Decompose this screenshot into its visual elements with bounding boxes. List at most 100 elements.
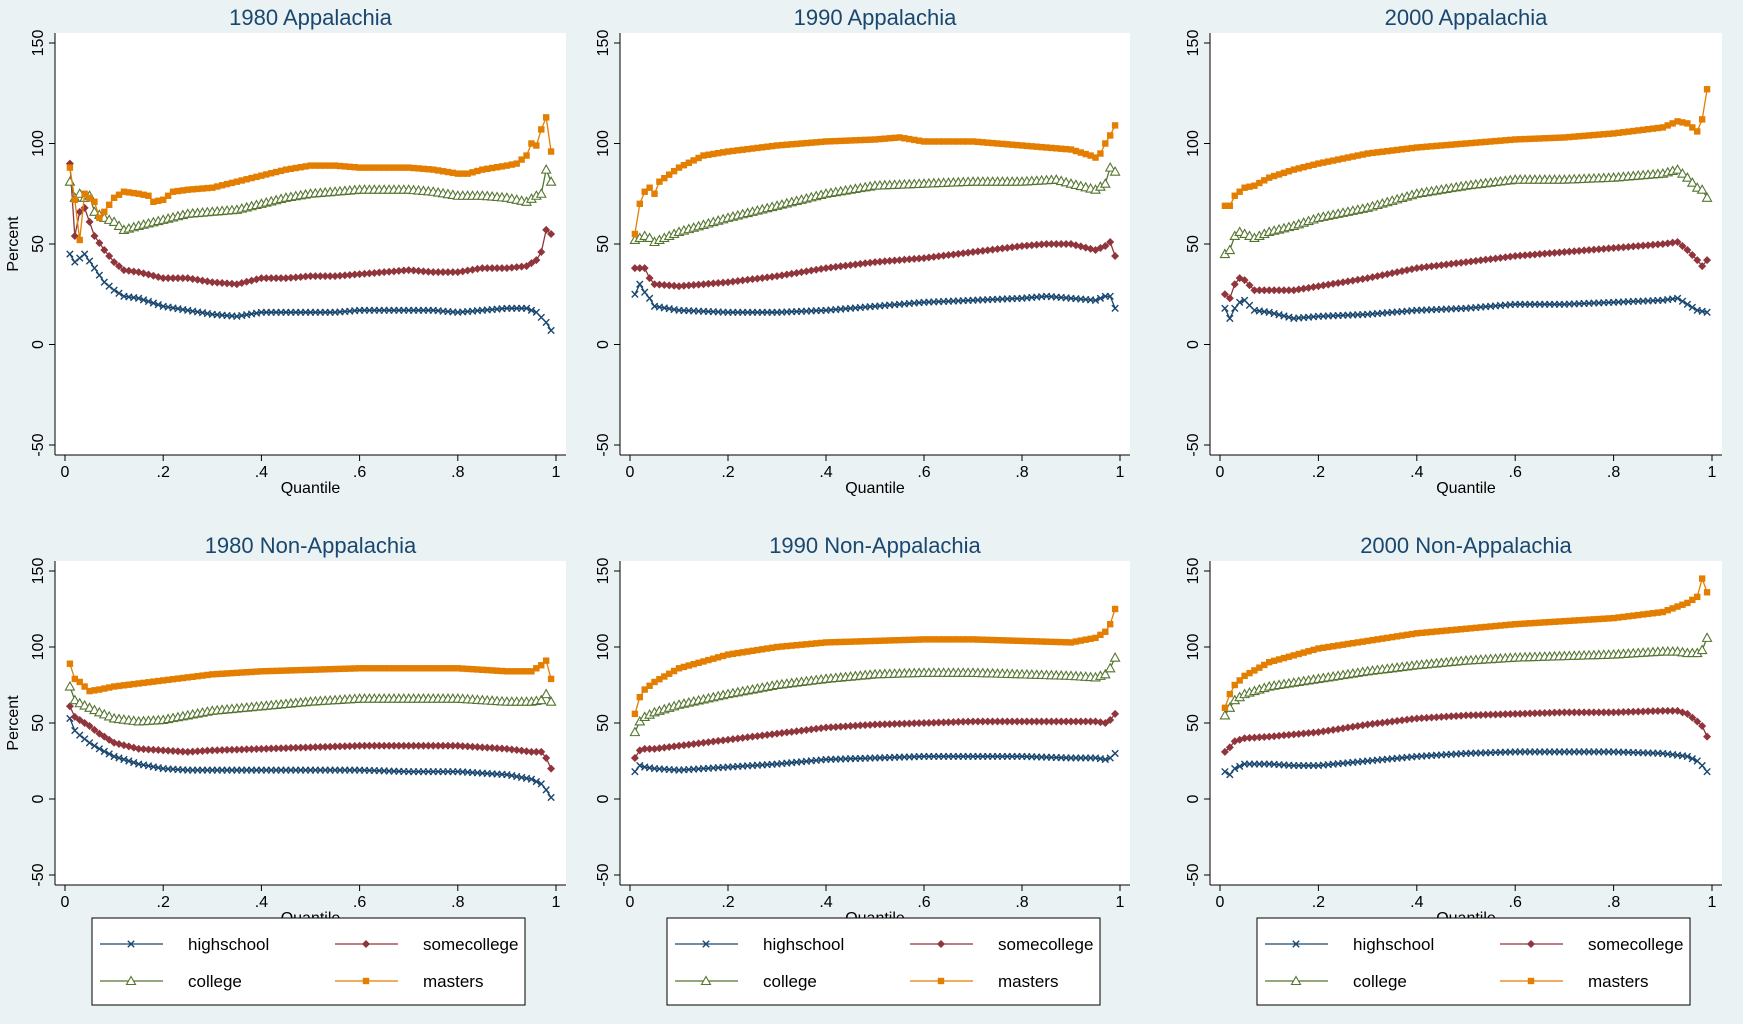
data-point-masters <box>336 665 344 673</box>
data-point-masters <box>754 646 761 654</box>
data-point-somecollege <box>497 744 506 753</box>
data-point-somecollege <box>208 278 217 287</box>
data-point-masters <box>734 147 741 154</box>
legend-label-somecollege: somecollege <box>1588 935 1683 954</box>
data-point-somecollege <box>1348 276 1357 285</box>
data-point-somecollege <box>670 742 679 751</box>
data-point-masters <box>1492 137 1499 145</box>
data-point-masters <box>1329 643 1337 650</box>
data-point-somecollege <box>1358 274 1367 283</box>
data-point-masters <box>1541 619 1548 626</box>
data-point-masters <box>778 643 786 650</box>
data-point-somecollege <box>198 746 207 755</box>
data-point-somecollege <box>939 718 948 727</box>
data-point-highschool <box>105 750 113 758</box>
data-point-masters <box>150 678 157 685</box>
data-point-somecollege <box>1550 248 1559 257</box>
data-point-somecollege <box>895 256 904 265</box>
data-point-somecollege <box>291 273 300 282</box>
data-point-masters <box>233 178 241 185</box>
data-point-somecollege <box>846 722 855 731</box>
data-point-somecollege <box>1427 713 1436 722</box>
data-point-somecollege <box>502 744 511 753</box>
data-point-somecollege <box>1644 707 1653 716</box>
data-point-masters <box>862 638 869 645</box>
data-point-highschool <box>154 301 162 309</box>
data-point-masters <box>822 639 830 646</box>
data-point-somecollege <box>1535 250 1544 259</box>
data-point-somecollege <box>817 724 826 733</box>
data-point-masters <box>346 665 353 672</box>
data-point-college <box>1701 632 1713 642</box>
data-point-masters <box>979 636 986 643</box>
x-tick-label: 0 <box>1216 464 1225 481</box>
data-point-masters <box>1521 135 1529 143</box>
data-point-somecollege <box>110 258 119 267</box>
data-point-highschool <box>1106 292 1114 300</box>
data-point-masters <box>729 650 737 658</box>
data-point-somecollege <box>473 743 482 752</box>
data-point-somecollege <box>434 268 443 277</box>
data-point-somecollege <box>1506 710 1515 719</box>
data-point-somecollege <box>836 262 845 271</box>
data-point-masters <box>1482 138 1489 146</box>
data-point-masters <box>1379 148 1386 155</box>
data-point-masters <box>666 670 673 677</box>
data-point-masters <box>86 194 93 201</box>
data-point-masters <box>636 693 643 701</box>
data-point-somecollege <box>944 251 953 260</box>
data-point-somecollege <box>822 264 830 273</box>
data-point-masters <box>282 667 290 674</box>
data-point-masters <box>749 647 756 654</box>
data-point-somecollege <box>841 722 850 731</box>
data-point-masters <box>1443 141 1450 149</box>
data-point-masters <box>1028 143 1035 150</box>
data-point-somecollege <box>699 738 708 747</box>
data-point-somecollege <box>1052 240 1061 248</box>
data-point-masters <box>1659 608 1666 616</box>
data-point-somecollege <box>90 231 99 240</box>
data-point-somecollege <box>149 745 158 754</box>
data-point-somecollege <box>370 741 379 750</box>
data-point-somecollege <box>1225 743 1234 752</box>
data-point-masters <box>1310 646 1317 654</box>
data-point-somecollege <box>1309 728 1318 737</box>
data-point-masters <box>1703 589 1711 596</box>
data-point-somecollege <box>768 730 777 739</box>
data-point-somecollege <box>321 272 330 281</box>
data-point-masters <box>341 163 349 170</box>
data-point-highschool <box>144 297 153 306</box>
data-point-somecollege <box>1294 285 1303 294</box>
data-point-somecollege <box>277 744 286 753</box>
data-point-somecollege <box>689 281 698 290</box>
data-point-masters <box>1226 690 1234 698</box>
data-point-somecollege <box>1057 240 1066 248</box>
data-point-masters <box>1561 134 1568 141</box>
series-somecollege <box>65 702 556 773</box>
data-point-somecollege <box>1481 710 1490 719</box>
data-point-somecollege <box>1275 731 1284 740</box>
data-point-masters <box>204 184 211 192</box>
data-point-masters <box>1315 645 1322 652</box>
data-point-masters <box>71 196 79 203</box>
legend-key-marker <box>1527 940 1535 948</box>
data-point-masters <box>189 673 196 680</box>
data-point-somecollege <box>694 739 703 748</box>
data-point-somecollege <box>1491 710 1500 719</box>
data-point-somecollege <box>1560 248 1569 257</box>
data-point-masters <box>430 166 437 173</box>
data-point-masters <box>184 186 191 193</box>
data-point-masters <box>788 141 795 148</box>
data-point-somecollege <box>115 262 124 271</box>
data-point-college <box>535 694 547 705</box>
data-point-masters <box>105 684 113 691</box>
data-point-somecollege <box>650 280 659 289</box>
data-point-masters <box>1231 192 1238 199</box>
data-point-masters <box>1087 152 1094 159</box>
y-tick-label: -50 <box>595 863 612 886</box>
data-point-highschool <box>1226 770 1234 779</box>
data-point-somecollege <box>851 721 860 730</box>
data-point-somecollege <box>714 736 723 745</box>
data-point-masters <box>538 662 545 669</box>
data-point-somecollege <box>360 741 369 750</box>
